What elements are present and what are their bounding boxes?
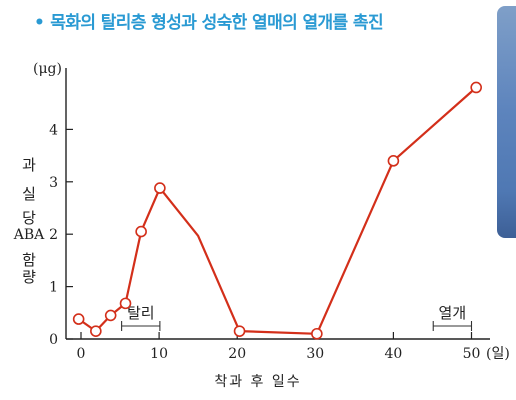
y-tick-label: 4 bbox=[49, 122, 58, 138]
data-point bbox=[233, 325, 246, 337]
data-point bbox=[90, 325, 102, 337]
annotations: 탈리 열개 bbox=[121, 304, 473, 331]
series-line bbox=[78, 86, 477, 335]
data-point bbox=[387, 155, 400, 167]
title-bullet: • bbox=[34, 13, 45, 33]
y-axis-label-char: ABA bbox=[13, 227, 45, 243]
annotation-label: 열개 bbox=[439, 304, 467, 322]
x-tick-label: 50 bbox=[463, 346, 481, 362]
x-tick-label: 40 bbox=[384, 346, 402, 362]
data-point bbox=[104, 309, 117, 322]
y-axis-label-char: 실 bbox=[22, 185, 36, 203]
data-point bbox=[72, 313, 85, 325]
x-tick-label: 10 bbox=[150, 346, 168, 362]
data-series bbox=[72, 81, 482, 340]
y-tick-label: 1 bbox=[49, 280, 58, 296]
y-tick-label: 2 bbox=[49, 227, 58, 243]
data-point bbox=[311, 327, 323, 340]
photo-edge-image bbox=[497, 6, 516, 238]
axes bbox=[65, 68, 490, 340]
annotation-bracket: 열개 bbox=[432, 304, 473, 331]
y-axis-label-char: 량 bbox=[22, 268, 36, 286]
y-tick-label: 3 bbox=[49, 175, 58, 191]
y-tick-label: 0 bbox=[49, 332, 58, 348]
y-axis-label-char: 과 bbox=[22, 156, 36, 174]
data-point bbox=[470, 81, 482, 94]
annotation-label: 탈리 bbox=[127, 304, 155, 322]
annotation-bracket: 탈리 bbox=[121, 304, 161, 331]
chart-title: • 목화의 탈리층 형성과 성숙한 열매의 열개를 촉진 bbox=[34, 8, 384, 33]
data-point bbox=[154, 182, 166, 194]
x-axis-label: 착과 후 일수 bbox=[214, 374, 301, 390]
x-tick-label: 0 bbox=[77, 346, 86, 362]
x-tick-label: 30 bbox=[306, 346, 324, 362]
x-unit-label: (일) bbox=[486, 346, 510, 362]
x-tick-label: 20 bbox=[228, 346, 246, 362]
data-point bbox=[119, 297, 132, 310]
y-axis-label-char: 당 bbox=[22, 209, 36, 227]
y-axis-label-char: 함 bbox=[22, 251, 36, 269]
data-point bbox=[135, 225, 147, 238]
y-unit-label: (μg) bbox=[33, 61, 62, 77]
title-text: 목화의 탈리층 형성과 성숙한 열매의 열개를 촉진 bbox=[50, 13, 383, 33]
